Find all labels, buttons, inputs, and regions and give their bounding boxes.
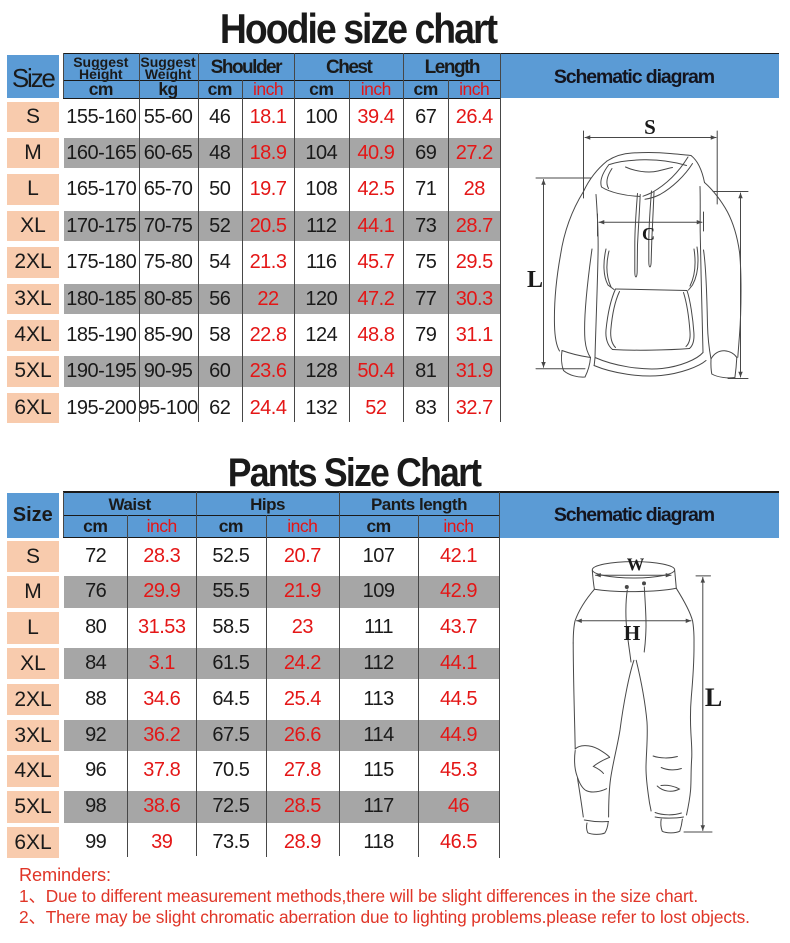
svg-text:S: S <box>644 115 656 139</box>
svg-text:H: H <box>624 621 641 645</box>
svg-text:L: L <box>527 267 543 293</box>
svg-text:L: L <box>705 683 722 712</box>
svg-text:W: W <box>627 555 645 575</box>
svg-text:C: C <box>642 224 655 244</box>
